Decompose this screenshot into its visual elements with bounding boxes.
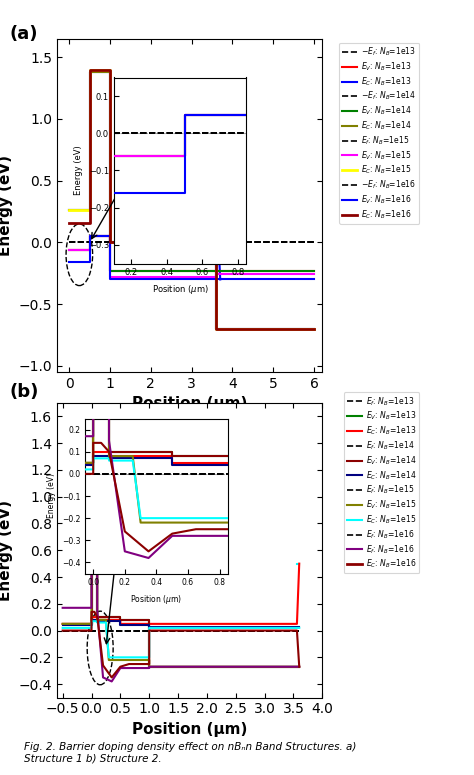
Y-axis label: Energy (eV): Energy (eV)	[47, 474, 56, 518]
X-axis label: Position ($\mu$m): Position ($\mu$m)	[130, 593, 182, 606]
Y-axis label: Energy (eV): Energy (eV)	[74, 146, 83, 195]
Legend: $-E_f$: $N_B$=1e13, $E_V$: $N_B$=1e13, $E_C$: $N_B$=1e13, $-E_f$: $N_B$=1e14, $E: $-E_f$: $N_B$=1e13, $E_V$: $N_B$=1e13, $…	[339, 43, 419, 224]
Y-axis label: Energy (eV): Energy (eV)	[0, 500, 13, 601]
X-axis label: Position ($\mu$m): Position ($\mu$m)	[152, 283, 209, 296]
Text: (a): (a)	[9, 25, 37, 43]
X-axis label: Position (μm): Position (μm)	[132, 397, 247, 412]
Legend: $E_f$: $N_B$=1e13, $E_V$: $N_B$=1e13, $E_C$: $N_B$=1e13, $E_f$: $N_B$=1e14, $E_V: $E_f$: $N_B$=1e13, $E_V$: $N_B$=1e13, $E…	[344, 392, 419, 574]
Text: (b): (b)	[9, 383, 38, 401]
Text: Fig. 2. Barrier doping density effect on nBₙn Band Structures. a)
Structure 1 b): Fig. 2. Barrier doping density effect on…	[24, 742, 356, 763]
X-axis label: Position (μm): Position (μm)	[132, 722, 247, 737]
Y-axis label: Energy (eV): Energy (eV)	[0, 155, 13, 256]
